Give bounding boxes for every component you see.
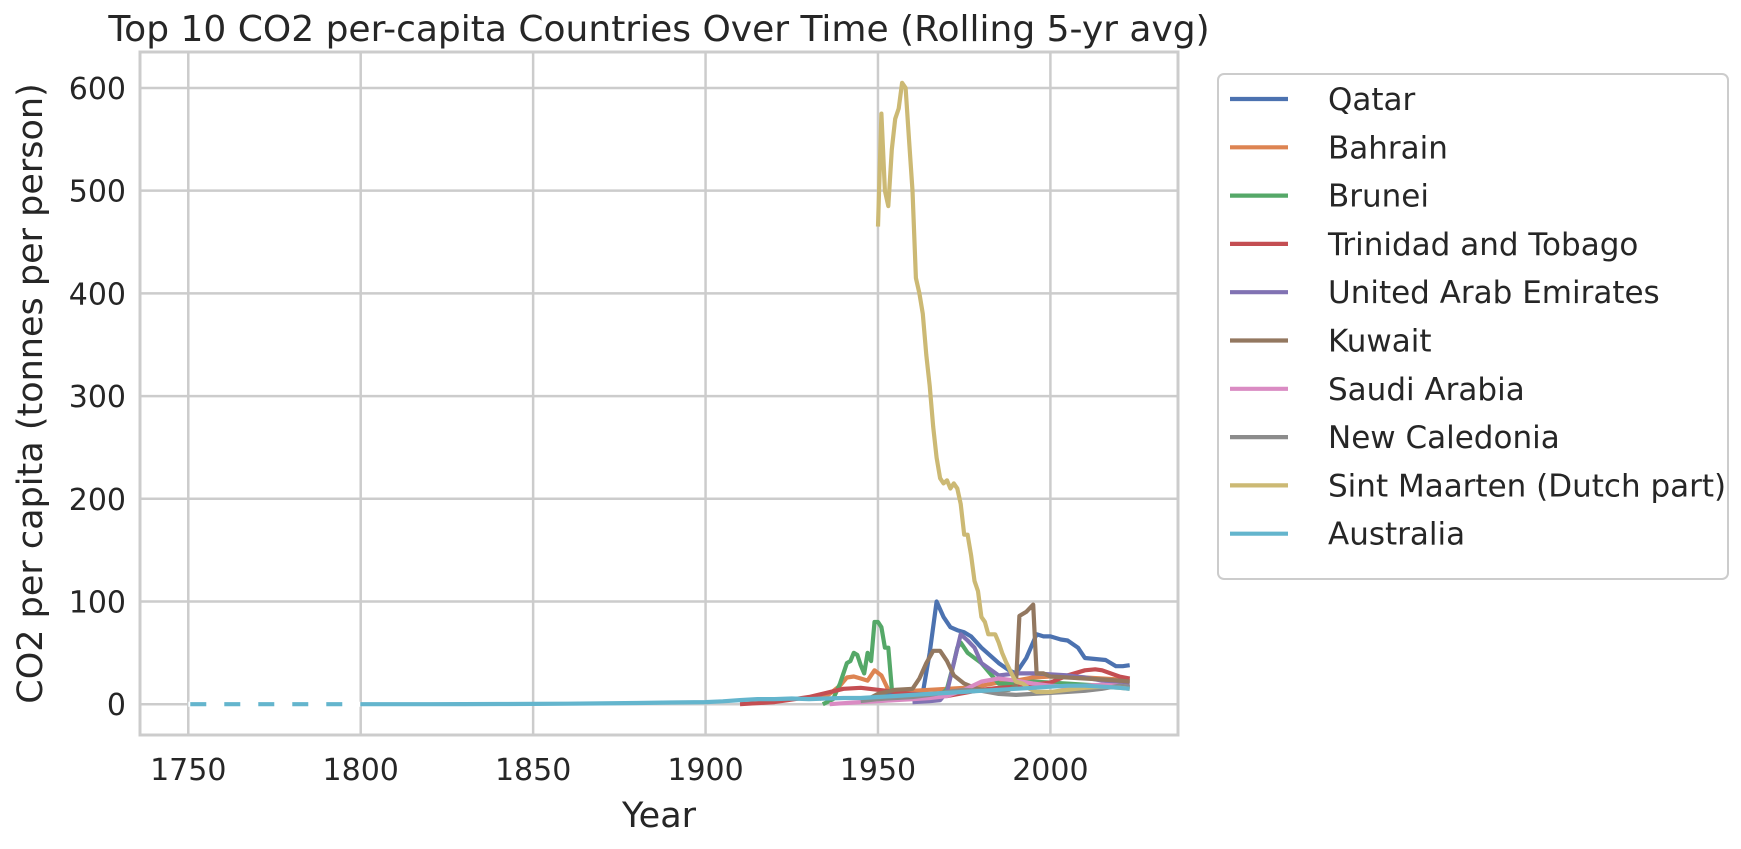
series-layer xyxy=(188,80,1131,707)
y-axis-label: CO2 per capita (tonnes per person) xyxy=(11,83,51,704)
legend-item-united-arab-emirates: United Arab Emirates xyxy=(1230,275,1660,311)
legend-label: Brunei xyxy=(1328,179,1429,215)
y-tick-label: 0 xyxy=(107,688,126,723)
legend: Qatar Bahrain Brunei Trinidad and Tobago Uni… xyxy=(1217,73,1729,580)
legend-item-new-caledonia: New Caledonia xyxy=(1230,420,1560,456)
x-tick-label: 1950 xyxy=(840,753,916,788)
x-tick-label: 2000 xyxy=(1012,753,1088,788)
legend-box xyxy=(1217,73,1729,580)
y-tick-label: 500 xyxy=(69,175,126,210)
legend-item-australia: Australia xyxy=(1230,517,1465,553)
series-line-australia xyxy=(188,683,1130,707)
legend-item-bahrain: Bahrain xyxy=(1230,130,1448,166)
x-tick-label: 1900 xyxy=(667,753,743,788)
legend-label: Qatar xyxy=(1328,82,1416,118)
legend-label: Kuwait xyxy=(1328,324,1432,360)
legend-label: Australia xyxy=(1328,517,1465,553)
legend-item-qatar: Qatar xyxy=(1230,82,1416,118)
y-tick-label: 600 xyxy=(69,72,126,107)
y-tick-label: 100 xyxy=(69,585,126,620)
tick-layer: 1750 1800 1850 1900 1950 2000 0 100 200 300 400 500… xyxy=(69,72,1089,788)
legend-item-brunei: Brunei xyxy=(1230,179,1429,215)
legend-item-trinidad-and-tobago: Trinidad and Tobago xyxy=(1230,227,1638,263)
chart-title: Top 10 CO2 per-capita Countries Over Tim… xyxy=(107,9,1209,50)
x-axis-label: Year xyxy=(621,796,697,836)
x-tick-label: 1750 xyxy=(150,753,226,788)
plot-frame xyxy=(138,50,1180,737)
legend-item-saudi-arabia: Saudi Arabia xyxy=(1230,372,1525,408)
legend-item-sint-maarten-dutch-part: Sint Maarten (Dutch part) xyxy=(1230,468,1726,504)
y-tick-label: 300 xyxy=(69,380,126,415)
legend-label: Sint Maarten (Dutch part) xyxy=(1328,468,1726,504)
grid-layer xyxy=(140,52,1178,735)
legend-label: Saudi Arabia xyxy=(1328,372,1525,408)
y-tick-label: 200 xyxy=(69,483,126,518)
legend-label: United Arab Emirates xyxy=(1328,275,1660,311)
legend-label: Bahrain xyxy=(1328,130,1448,166)
legend-item-kuwait: Kuwait xyxy=(1230,324,1432,360)
x-tick-label: 1850 xyxy=(495,753,571,788)
legend-label: Trinidad and Tobago xyxy=(1327,227,1638,263)
y-tick-label: 400 xyxy=(69,277,126,312)
x-tick-label: 1800 xyxy=(323,753,399,788)
legend-label: New Caledonia xyxy=(1328,420,1560,456)
